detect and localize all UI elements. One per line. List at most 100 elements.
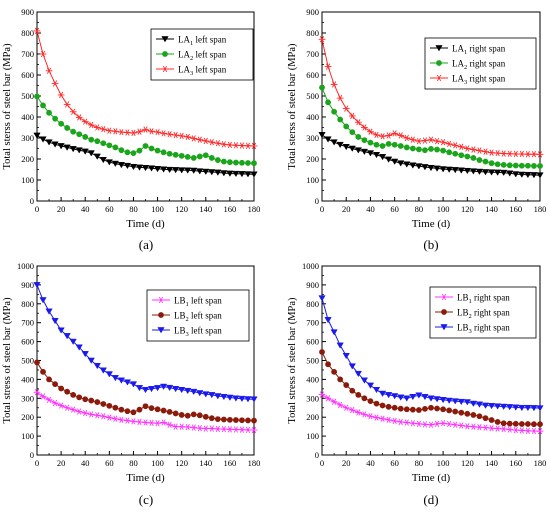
data-point	[172, 167, 180, 174]
legend-label-sub: 3	[186, 331, 189, 338]
data-point	[342, 352, 350, 360]
y-tick-label: 100	[21, 431, 34, 441]
y-tick-label: 500	[306, 91, 319, 101]
y-tick-label: 200	[306, 154, 319, 164]
data-point	[536, 428, 544, 435]
data-point	[238, 426, 246, 433]
x-tick-label: 0	[35, 458, 39, 468]
data-point	[457, 422, 465, 429]
data-point	[427, 165, 435, 172]
data-point	[360, 411, 368, 418]
data-point	[244, 426, 252, 434]
data-point	[153, 385, 162, 392]
y-tick-label: 500	[21, 356, 34, 366]
data-point	[409, 136, 417, 143]
data-point	[105, 414, 113, 421]
data-point	[354, 409, 362, 416]
data-point	[348, 145, 356, 152]
data-point	[250, 426, 258, 434]
legend-label: LB3 right span	[457, 323, 510, 336]
y-tick-label: 300	[21, 133, 34, 143]
data-point	[34, 93, 40, 100]
data-point	[391, 417, 399, 425]
data-point	[433, 165, 441, 172]
data-point	[439, 139, 447, 146]
data-point	[379, 133, 386, 140]
data-point	[226, 159, 233, 166]
data-point	[233, 159, 239, 166]
data-point	[475, 401, 484, 408]
y-tick-label: 400	[306, 112, 319, 122]
data-point	[445, 140, 453, 148]
data-point	[482, 415, 489, 422]
data-point	[63, 101, 71, 108]
data-point	[148, 419, 155, 427]
data-point	[160, 419, 167, 426]
data-point	[403, 406, 410, 413]
legend-marker	[435, 74, 443, 82]
series-3	[318, 36, 544, 158]
data-point	[117, 416, 125, 424]
data-point	[75, 147, 83, 154]
data-point	[105, 127, 113, 134]
x-tick-label: 20	[57, 458, 66, 468]
y-tick-label: 800	[306, 28, 319, 38]
legend-label-sub: 1	[469, 298, 472, 305]
data-point	[172, 386, 180, 393]
data-point	[135, 164, 144, 171]
x-tick-label: 180	[248, 458, 261, 468]
data-point	[397, 394, 405, 401]
legend-item: LA1 left span	[156, 35, 227, 47]
data-point	[52, 115, 58, 122]
data-point	[500, 150, 508, 157]
data-point	[349, 387, 356, 394]
data-point	[202, 391, 210, 398]
data-point	[324, 136, 332, 143]
data-point	[190, 388, 198, 396]
data-point	[141, 165, 150, 172]
data-point	[500, 425, 508, 433]
data-point	[178, 386, 186, 394]
data-point	[325, 361, 331, 368]
data-point	[325, 99, 331, 106]
legend-label-base: LB	[174, 311, 186, 321]
x-axis-label: Time (d)	[412, 472, 451, 484]
data-point	[172, 423, 180, 430]
legend-label-suffix: left span	[189, 311, 222, 321]
data-point	[403, 395, 411, 402]
x-tick-label: 60	[390, 458, 399, 468]
data-point	[87, 357, 95, 364]
data-point	[506, 420, 513, 427]
panel-label: (b)	[423, 237, 438, 252]
data-point	[51, 399, 59, 407]
data-point	[512, 162, 519, 169]
data-point	[324, 317, 332, 324]
x-tick-label: 0	[320, 458, 324, 468]
legend-marker	[161, 65, 169, 73]
panel-a: 0 20 40 60 80 100 120 140 160 1800100200300400500…	[2, 7, 260, 252]
y-tick-label: 700	[306, 318, 319, 328]
y-tick-label: 300	[21, 393, 34, 403]
x-tick-label: 140	[199, 458, 212, 468]
x-axis-label: Time (d)	[126, 218, 165, 230]
data-point	[391, 130, 399, 137]
legend-label: LB1 left span	[174, 296, 222, 309]
data-point	[160, 130, 167, 137]
data-point	[202, 425, 210, 432]
data-point	[52, 381, 58, 388]
data-point	[112, 144, 119, 151]
data-point	[336, 342, 344, 349]
x-tick-label: 40	[366, 204, 375, 214]
legend-item: LB2 left span	[152, 311, 222, 323]
data-point	[494, 161, 501, 168]
y-axis-label: Total stress of steel bar (MPa)	[287, 297, 298, 424]
panel-b: 0 20 40 60 80 100 120 140 160 1800100200300400500…	[287, 7, 546, 252]
data-point	[93, 124, 101, 131]
data-point	[220, 425, 228, 433]
data-point	[70, 391, 77, 398]
data-point	[202, 413, 209, 420]
legend-item: LB3 left span	[152, 326, 222, 338]
data-point	[226, 170, 234, 177]
data-point	[427, 395, 435, 402]
legend-label-sub: 1	[464, 49, 467, 56]
